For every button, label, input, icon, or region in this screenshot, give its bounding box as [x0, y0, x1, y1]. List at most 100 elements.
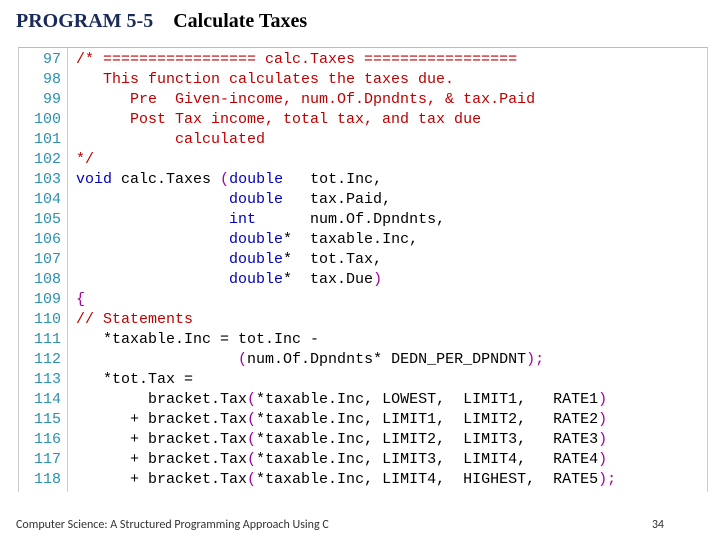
code-line: int num.Of.Dpndnts,	[76, 210, 703, 230]
line-number-gutter: 9798991001011021031041051061071081091101…	[19, 48, 68, 492]
code-line: + bracket.Tax(*taxable.Inc, LIMIT4, HIGH…	[76, 470, 703, 490]
token-ident: calc.Taxes	[112, 171, 220, 188]
token-keyword: double	[229, 231, 283, 248]
token-ident: *taxable.Inc, LIMIT1, LIMIT2, RATE2	[256, 411, 598, 428]
line-number: 108	[27, 270, 61, 290]
token-ident: num.Of.Dpndnts* DEDN_PER_DPNDNT	[247, 351, 526, 368]
token-ident	[76, 351, 238, 368]
token-ident: bracket.Tax	[76, 391, 247, 408]
token-punct: (	[247, 451, 256, 468]
code-line: void calc.Taxes (double tot.Inc,	[76, 170, 703, 190]
code-content: /* ================= calc.Taxes ========…	[68, 48, 707, 492]
code-line: bracket.Tax(*taxable.Inc, LOWEST, LIMIT1…	[76, 390, 703, 410]
line-number: 110	[27, 310, 61, 330]
line-number: 116	[27, 430, 61, 450]
program-title: Calculate Taxes	[173, 10, 307, 32]
code-line: {	[76, 290, 703, 310]
token-punct: );	[598, 471, 616, 488]
line-number: 97	[27, 50, 61, 70]
token-keyword: int	[229, 211, 256, 228]
code-line: */	[76, 150, 703, 170]
code-line: This function calculates the taxes due.	[76, 70, 703, 90]
token-keyword: double	[229, 271, 283, 288]
code-line: // Statements	[76, 310, 703, 330]
line-number: 107	[27, 250, 61, 270]
token-ident	[76, 211, 229, 228]
token-ident: *taxable.Inc, LIMIT3, LIMIT4, RATE4	[256, 451, 598, 468]
code-line: calculated	[76, 130, 703, 150]
line-number: 118	[27, 470, 61, 490]
token-punct: (	[247, 471, 256, 488]
token-keyword: double	[229, 251, 283, 268]
code-line: + bracket.Tax(*taxable.Inc, LIMIT3, LIMI…	[76, 450, 703, 470]
token-ident: + bracket.Tax	[76, 451, 247, 468]
code-line: /* ================= calc.Taxes ========…	[76, 50, 703, 70]
token-ident: *taxable.Inc, LOWEST, LIMIT1, RATE1	[256, 391, 598, 408]
line-number: 109	[27, 290, 61, 310]
line-number: 99	[27, 90, 61, 110]
token-ident	[76, 271, 229, 288]
line-number: 101	[27, 130, 61, 150]
code-line: *tot.Tax =	[76, 370, 703, 390]
token-comment: This function calculates the taxes due.	[76, 71, 454, 88]
slide-header: PROGRAM 5-5 Calculate Taxes	[0, 0, 720, 41]
token-ident: + bracket.Tax	[76, 431, 247, 448]
code-line: *taxable.Inc = tot.Inc -	[76, 330, 703, 350]
token-ident: num.Of.Dpndnts,	[256, 211, 445, 228]
line-number: 98	[27, 70, 61, 90]
line-number: 106	[27, 230, 61, 250]
code-line: (num.Of.Dpndnts* DEDN_PER_DPNDNT);	[76, 350, 703, 370]
token-ident: tax.Paid,	[283, 191, 391, 208]
token-ident: + bracket.Tax	[76, 411, 247, 428]
footer-text: Computer Science: A Structured Programmi…	[16, 518, 329, 532]
token-ident	[76, 191, 229, 208]
code-line: double* taxable.Inc,	[76, 230, 703, 250]
code-block: 9798991001011021031041051061071081091101…	[18, 47, 708, 492]
token-punct: (	[247, 431, 256, 448]
line-number: 113	[27, 370, 61, 390]
token-ident: *tot.Tax =	[76, 371, 193, 388]
token-punct: (	[220, 171, 229, 188]
token-punct: )	[598, 451, 607, 468]
token-comment: // Statements	[76, 311, 193, 328]
code-line: double tax.Paid,	[76, 190, 703, 210]
token-punct: (	[247, 411, 256, 428]
token-ident: * tot.Tax,	[283, 251, 382, 268]
token-ident	[76, 231, 229, 248]
token-punct: {	[76, 291, 85, 308]
token-punct: );	[526, 351, 544, 368]
slide-footer: Computer Science: A Structured Programmi…	[16, 518, 704, 532]
line-number: 100	[27, 110, 61, 130]
token-comment: /* ================= calc.Taxes ========…	[76, 51, 517, 68]
page-number: 34	[652, 518, 664, 532]
token-punct: )	[598, 411, 607, 428]
token-punct: )	[598, 431, 607, 448]
token-comment: Post Tax income, total tax, and tax due	[76, 111, 481, 128]
program-label: PROGRAM 5-5	[16, 10, 153, 32]
token-ident: tot.Inc,	[283, 171, 382, 188]
token-punct: )	[598, 391, 607, 408]
token-ident: *taxable.Inc = tot.Inc -	[76, 331, 319, 348]
line-number: 104	[27, 190, 61, 210]
token-keyword: double	[229, 191, 283, 208]
code-line: Post Tax income, total tax, and tax due	[76, 110, 703, 130]
token-keyword: double	[229, 171, 283, 188]
line-number: 102	[27, 150, 61, 170]
token-comment: */	[76, 151, 94, 168]
line-number: 114	[27, 390, 61, 410]
code-line: double* tot.Tax,	[76, 250, 703, 270]
token-punct: (	[247, 391, 256, 408]
line-number: 117	[27, 450, 61, 470]
code-line: Pre Given-income, num.Of.Dpndnts, & tax.…	[76, 90, 703, 110]
line-number: 112	[27, 350, 61, 370]
token-comment: calculated	[76, 131, 265, 148]
token-punct: (	[238, 351, 247, 368]
code-line: double* tax.Due)	[76, 270, 703, 290]
code-line: + bracket.Tax(*taxable.Inc, LIMIT1, LIMI…	[76, 410, 703, 430]
token-ident: * tax.Due	[283, 271, 373, 288]
token-ident: * taxable.Inc,	[283, 231, 418, 248]
line-number: 115	[27, 410, 61, 430]
code-line: + bracket.Tax(*taxable.Inc, LIMIT2, LIMI…	[76, 430, 703, 450]
token-ident: *taxable.Inc, LIMIT2, LIMIT3, RATE3	[256, 431, 598, 448]
line-number: 103	[27, 170, 61, 190]
